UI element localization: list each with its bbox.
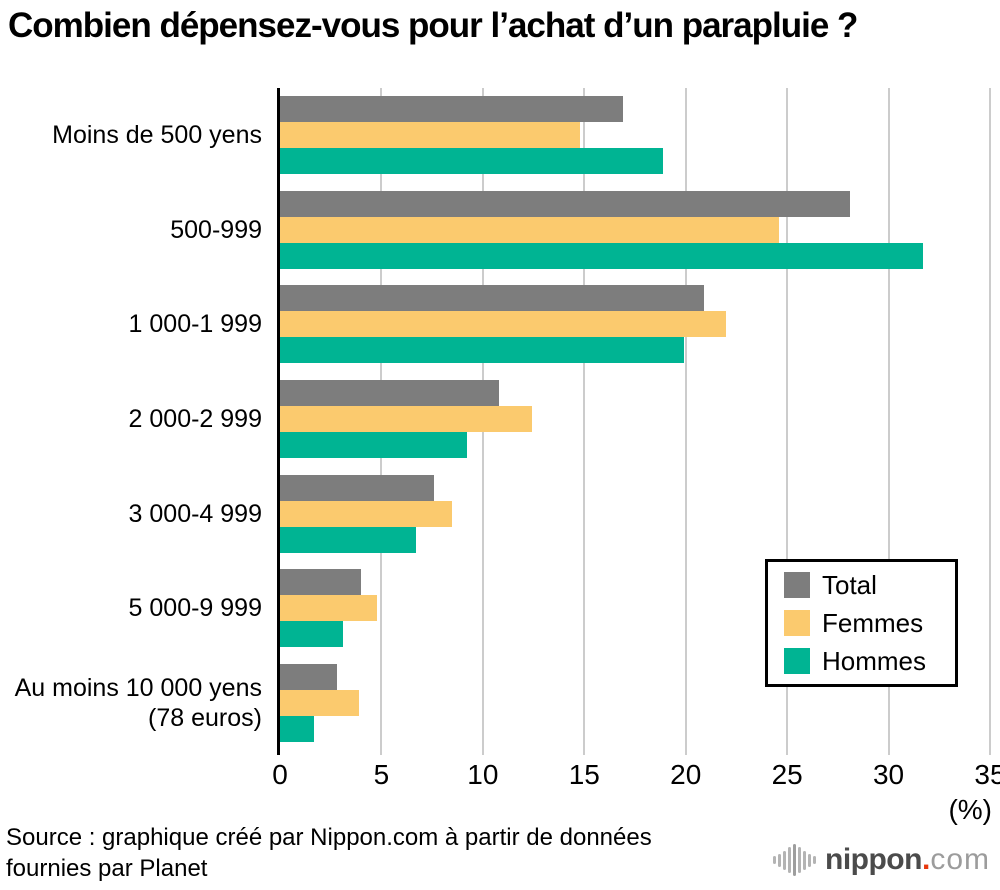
- bar-hommes-4: [280, 526, 416, 553]
- bar-femmes-0: [280, 122, 581, 149]
- legend-label-femmes: Femmes: [822, 608, 924, 638]
- bar-hommes-1: [280, 242, 924, 269]
- source-line-1: Source : graphique créé par Nippon.com à…: [6, 824, 652, 851]
- bar-femmes-4: [280, 500, 453, 527]
- bar-femmes-5: [280, 595, 378, 622]
- bar-group-0: [280, 88, 990, 183]
- category-label-1: 500-999: [170, 215, 262, 244]
- x-tick-label-0: 0: [272, 759, 288, 790]
- bar-total-0: [280, 96, 623, 123]
- category-label-6: Au moins 10 000 yens (78 euros): [14, 673, 262, 732]
- gridline-25: [786, 88, 789, 755]
- bar-group-4: [280, 466, 990, 561]
- legend-label-total: Total: [822, 570, 877, 600]
- category-label-3: 2 000-2 999: [128, 405, 262, 434]
- x-tick-label-25: 25: [771, 759, 803, 790]
- gridline-15: [583, 88, 586, 755]
- logo-nippon: nippon: [825, 843, 922, 876]
- bar-total-3: [280, 380, 500, 407]
- bar-group-2: [280, 277, 990, 372]
- bar-group-1: [280, 183, 990, 278]
- legend: Total Femmes Hommes: [765, 559, 958, 687]
- x-tick-label-10: 10: [467, 759, 499, 790]
- x-tick-label-15: 15: [568, 759, 600, 790]
- logo-text: nippon. com: [825, 845, 990, 875]
- bar-total-4: [280, 474, 435, 501]
- y-axis-line: [277, 88, 280, 755]
- source-line-2: fournies par Planet: [6, 855, 208, 882]
- soundwave-icon: [773, 844, 816, 876]
- logo-com: com: [930, 843, 990, 876]
- x-tick-label-35: 35: [974, 759, 1000, 790]
- bar-total-5: [280, 569, 362, 596]
- x-tick-label-20: 20: [670, 759, 702, 790]
- bar-hommes-6: [280, 715, 315, 742]
- bar-hommes-5: [280, 621, 343, 648]
- legend-item-femmes: Femmes: [784, 610, 949, 636]
- bar-group-3: [280, 372, 990, 467]
- gridline-20: [684, 88, 687, 755]
- legend-item-hommes: Hommes: [784, 648, 949, 674]
- bar-hommes-3: [280, 432, 467, 459]
- gridline-30: [887, 88, 890, 755]
- legend-label-hommes: Hommes: [822, 646, 927, 676]
- logo-dot: .: [921, 843, 931, 876]
- bar-group-6: [280, 655, 990, 750]
- bar-group-5: [280, 561, 990, 656]
- bar-hommes-0: [280, 148, 664, 175]
- legend-swatch-hommes: [784, 648, 810, 674]
- bar-femmes-6: [280, 689, 360, 716]
- unit-label: (%): [948, 794, 992, 825]
- bar-total-6: [280, 663, 337, 690]
- bar-hommes-2: [280, 337, 684, 364]
- bar-femmes-1: [280, 216, 780, 243]
- bar-total-2: [280, 285, 704, 312]
- category-label-4: 3 000-4 999: [128, 499, 262, 528]
- legend-swatch-total: [784, 572, 810, 598]
- legend-item-total: Total: [784, 572, 949, 598]
- bar-femmes-2: [280, 311, 727, 338]
- category-label-0: Moins de 500 yens: [52, 121, 262, 150]
- chart-title: Combien dépensez-vous pour l’achat d’un …: [8, 6, 858, 45]
- bar-femmes-3: [280, 406, 532, 433]
- category-label-5: 5 000-9 999: [128, 594, 262, 623]
- x-tick-label-30: 30: [872, 759, 905, 790]
- category-label-2: 1 000-1 999: [128, 310, 262, 339]
- source-note: Source : graphique créé par Nippon.com à…: [6, 822, 652, 884]
- bar-total-1: [280, 190, 851, 217]
- legend-swatch-femmes: [784, 610, 810, 636]
- gridline-35: [989, 88, 991, 755]
- nippon-logo: nippon. com: [773, 840, 990, 880]
- x-tick-label-5: 5: [373, 759, 390, 790]
- plot-area: [277, 88, 991, 755]
- category-axis: Moins de 500 yens 500-999 1 000-1 999 2 000…: [0, 88, 262, 750]
- bar-rows: [280, 88, 990, 750]
